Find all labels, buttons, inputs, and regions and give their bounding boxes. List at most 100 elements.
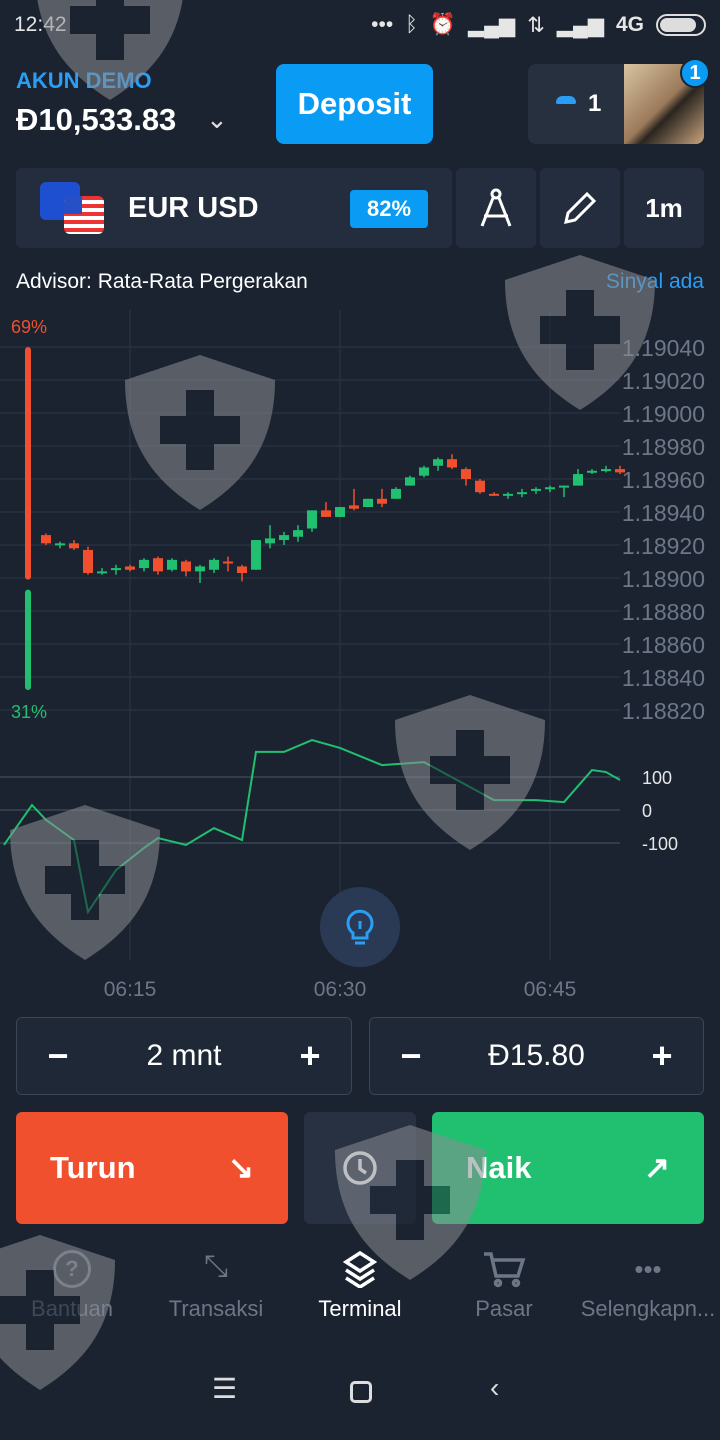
duration-decrease-button[interactable]: −	[47, 1035, 69, 1076]
amount-stepper[interactable]: − Đ15.80 +	[369, 1017, 704, 1095]
candle-body	[265, 538, 275, 544]
duration-value[interactable]: 2 mnt	[146, 1039, 222, 1072]
advisor-lightbulb-button[interactable]	[320, 887, 400, 967]
transactions-icon: ⤡	[204, 1250, 228, 1283]
candle-body	[475, 480, 485, 493]
candle-body	[461, 469, 471, 479]
account-type-label[interactable]: AKUN DEMO	[16, 68, 152, 93]
price-tick-label: 1.18900	[622, 566, 705, 592]
account-balance[interactable]: Đ10,533.83	[16, 102, 177, 137]
asset-name: EUR USD	[128, 192, 259, 224]
nav-bantuan[interactable]: ? Bantuan	[0, 1250, 144, 1322]
clock-icon	[343, 1151, 377, 1185]
cart-icon	[484, 1252, 526, 1288]
battery-icon	[656, 14, 706, 36]
amount-increase-button[interactable]: +	[651, 1035, 673, 1076]
compass-tool-button[interactable]	[456, 168, 536, 248]
time-tick-label: 06:15	[104, 978, 157, 1000]
candle-body	[279, 535, 289, 541]
price-tick-label: 1.18840	[622, 665, 705, 691]
signal-icon: ▂▄▆	[468, 13, 516, 37]
candle-body	[559, 485, 569, 488]
sell-down-button[interactable]: Turun ↘	[16, 1112, 288, 1224]
candle-body	[195, 566, 205, 572]
candle-body	[69, 543, 79, 549]
candle-body	[111, 568, 121, 571]
nav-terminal[interactable]: Terminal	[288, 1250, 432, 1322]
nav-more[interactable]: ••• Selengkapn...	[576, 1250, 720, 1322]
duration-stepper[interactable]: − 2 mnt +	[16, 1017, 352, 1095]
system-menu-button[interactable]: ☰	[212, 1373, 238, 1404]
candle-body	[335, 507, 345, 517]
signal-icon: ▂▄▆	[556, 13, 604, 37]
candle-body	[125, 566, 135, 570]
price-tick-label: 1.18920	[622, 533, 705, 559]
candle-body	[503, 493, 513, 496]
price-tick-label: 1.19040	[622, 335, 705, 361]
notification-badge: 1	[680, 58, 710, 88]
duration-increase-button[interactable]: +	[299, 1035, 321, 1076]
candle-body	[223, 561, 233, 564]
up-label: Naik	[466, 1150, 532, 1185]
advisor-text: Advisor: Rata-Rata Pergerakan	[16, 270, 308, 293]
candle-body	[391, 488, 401, 499]
candle-body	[167, 559, 177, 570]
price-tick-label: 1.18860	[622, 632, 705, 658]
candle-body	[209, 559, 219, 570]
price-tick-label: 1.18980	[622, 434, 705, 460]
terminal-icon	[342, 1250, 378, 1288]
candle-body	[41, 535, 51, 544]
sentiment-down-label: 69%	[11, 317, 47, 337]
oscillator-tick-label: -100	[642, 834, 678, 854]
more-dots-icon: •••	[371, 13, 394, 36]
gift-count: 1	[588, 90, 602, 117]
oscillator-tick-label: 100	[642, 768, 672, 788]
bluetooth-icon: ᛒ	[405, 13, 418, 36]
candle-body	[55, 543, 65, 546]
candle-body	[587, 470, 597, 473]
price-tick-label: 1.19000	[622, 401, 705, 427]
arrow-up-right-icon: ↗	[644, 1150, 670, 1185]
timeframe-button[interactable]: 1m	[624, 168, 704, 248]
profile-button[interactable]: 1	[528, 64, 704, 144]
candle-body	[517, 492, 527, 495]
gift-icon	[556, 96, 576, 104]
system-back-button[interactable]: ‹	[490, 1372, 500, 1403]
amount-decrease-button[interactable]: −	[400, 1035, 422, 1076]
pencil-icon	[564, 191, 597, 224]
candle-body	[447, 459, 457, 468]
system-home-button[interactable]	[350, 1381, 372, 1403]
candle-body	[489, 493, 499, 496]
pending-trade-button[interactable]	[304, 1112, 416, 1224]
price-tick-label: 1.18960	[622, 467, 705, 493]
candle-body	[181, 561, 191, 572]
candle-body	[573, 474, 583, 486]
data-arrows-icon: ⇅	[527, 13, 545, 37]
candle-body	[405, 477, 415, 486]
us-flag-icon	[64, 196, 104, 234]
alarm-icon: ⏰	[429, 13, 456, 36]
candle-body	[153, 558, 163, 572]
help-icon: ?	[53, 1250, 91, 1288]
deposit-button[interactable]: Deposit	[276, 64, 433, 144]
nav-pasar[interactable]: Pasar	[432, 1250, 576, 1322]
candle-body	[321, 510, 331, 517]
candle-body	[377, 498, 387, 504]
nav-label: Bantuan	[31, 1296, 113, 1321]
down-label: Turun	[50, 1150, 136, 1185]
nav-label: Transaksi	[168, 1296, 264, 1321]
candle-body	[83, 549, 93, 574]
candle-body	[97, 571, 107, 574]
chevron-down-icon[interactable]: ⌄	[206, 104, 228, 134]
signal-link[interactable]: Sinyal ada	[605, 270, 704, 293]
buy-up-button[interactable]: Naik ↗	[432, 1112, 704, 1224]
amount-value[interactable]: Đ15.80	[488, 1039, 585, 1072]
nav-transaksi[interactable]: ⤡ Transaksi	[144, 1250, 288, 1322]
candle-body	[349, 505, 359, 509]
candle-body	[531, 488, 541, 491]
nav-label: Selengkapn...	[580, 1296, 716, 1321]
sentiment-up-bar	[25, 589, 31, 690]
status-bar: 12:42 ••• ᛒ ⏰ ▂▄▆ ⇅ ▂▄▆ 4G	[14, 10, 706, 40]
candle-body	[363, 498, 373, 508]
drawing-tool-button[interactable]	[540, 168, 620, 248]
